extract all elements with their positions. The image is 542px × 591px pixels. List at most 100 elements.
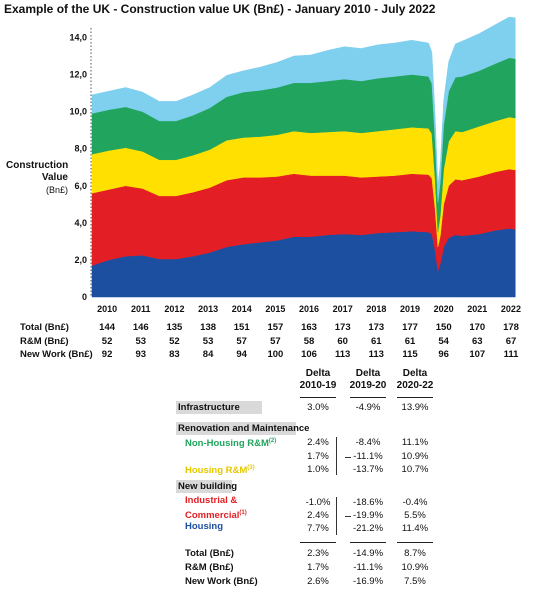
new-work-delta-1: 2.6% [307,576,329,587]
delta-header-line1: Delta [305,368,331,379]
housing-rm-label: Housing R&M(3) [185,462,255,477]
delta-header-line1: Delta [355,368,381,379]
totals-divider [397,542,433,543]
page-title: Example of the UK - Construction value U… [4,2,436,16]
housing-rm-delta-3: 10.7% [401,464,429,475]
x-tick-label: 2010 [97,304,117,314]
y-axis-label-line2: Value [41,172,68,183]
x-tick-label: 2017 [333,304,353,314]
new-work-delta-2: -16.9% [352,576,384,587]
new-work-row-label: New Work (Bn£) [185,576,258,587]
y-axis-label: Construction Value (Bn£) [6,160,68,196]
y-axis-label-unit: (Bn£) [45,185,68,195]
housing-delta-2: -21.2% [352,523,384,534]
summary-cell: 57 [270,336,281,347]
non-housing-delta-3: 11.1% [401,437,429,448]
housing-rm-delta-2: -13.7% [352,464,384,475]
industrial-label-line1: Industrial & [185,495,238,506]
x-tick-label: 2020 [434,304,454,314]
y-tick-label: 8,0 [74,144,87,154]
industrial-delta-2: -18.6% [352,497,384,508]
summary-cell: 67 [505,336,517,347]
summary-cell: 94 [236,349,247,360]
total-delta-3: 8.7% [404,548,426,559]
summary-cell: 53 [135,336,147,347]
totals-divider [300,542,336,543]
area-series-4 [91,16,516,203]
x-tick-label: 2019 [400,304,420,314]
summary-cell: 63 [472,336,483,347]
summary-cell: 177 [402,322,418,333]
summary-cell: 150 [435,322,452,333]
summary-cell: 107 [469,349,486,360]
infra-delta-2: -4.9% [355,402,381,413]
x-tick-label: 2021 [467,304,487,314]
y-tick-label: 10,0 [69,107,87,117]
x-tick-label: 2018 [366,304,386,314]
infrastructure-band [176,401,262,414]
x-tick-label: 2015 [265,304,285,314]
summary-cell: 60 [337,336,348,347]
housing-rm-delta-1: 1.0% [307,464,329,475]
summary-cell: 138 [200,322,217,333]
housing-delta-1: 7.7% [307,523,329,534]
summary-cell: 54 [438,336,449,347]
rm-delta-3: 10.9% [401,562,429,573]
summary-cell: 52 [101,336,113,347]
industrial-delta-1: -1.0% [305,497,331,508]
housing-rm-text: Housing R&M [185,465,248,477]
footnote-marker: (2) [268,438,277,444]
summary-cell: 144 [99,322,116,333]
y-tick-label: 2,0 [74,255,87,265]
y-tick-label: 12,0 [69,70,87,80]
x-tick-label: 2013 [198,304,218,314]
summary-cell: 93 [135,349,147,360]
summary-cell: 178 [503,322,519,333]
summary-row-label: Total (Bn£) [20,322,69,333]
delta-header-line2: 2019-20 [349,380,387,391]
summary-cell: 157 [267,322,284,333]
renovation-total-delta-1: 1.7% [307,451,329,462]
x-tick-label: 2016 [299,304,319,314]
x-tick-label: 2011 [131,304,151,314]
non-housing-delta-1: 2.4% [307,437,329,448]
non-housing-rm-text: Non-Housing R&M [185,438,269,450]
y-tick-label: 4,0 [74,218,87,228]
delta-header-2019-20: Delta 2019-20 [338,368,398,392]
summary-cell: 92 [101,349,113,360]
new-total-delta-3: 5.5% [404,510,426,521]
industrial-delta-3: -0.4% [402,497,428,508]
x-tick-label: 2022 [501,304,521,314]
x-tick-label: 2014 [232,304,252,314]
header-underline [300,397,336,398]
y-tick-label: 14,0 [69,32,87,42]
housing-delta-3: 11.4% [401,523,429,534]
total-delta-2: -14.9% [352,548,384,559]
summary-row-label: R&M (Bn£) [20,336,69,347]
y-axis-label-line1: Construction [6,160,69,171]
new-building-band [176,480,232,493]
summary-cell: 113 [335,349,351,360]
rm-delta-2: -11.1% [353,562,383,573]
totals-divider [350,542,386,543]
footnote-marker: (3) [247,465,255,471]
delta-header-2020-22: Delta 2020-22 [385,368,445,392]
non-housing-rm-label: Non-Housing R&M(2) [185,435,276,450]
renovation-total-delta-2: -11.1% [353,451,383,462]
new-total-delta-2: -19.9% [352,510,384,521]
infra-delta-3: 13.9% [401,402,429,413]
delta-header-line2: 2020-22 [396,380,434,391]
summary-cell: 106 [301,349,317,360]
y-tick-label: 0 [82,292,87,302]
summary-cell: 173 [334,322,351,333]
summary-cell: 173 [368,322,385,333]
summary-cell: 58 [303,336,315,347]
x-tick-label: 2012 [164,304,184,314]
summary-cell: 84 [202,349,214,360]
summary-cell: 61 [404,336,416,347]
industrial-text: Commercial [185,510,240,522]
new-work-delta-3: 7.5% [404,576,426,587]
summary-cell: 100 [267,349,284,360]
delta-header-line2: 2010-19 [299,380,337,391]
rm-row-label: R&M (Bn£) [185,562,234,573]
